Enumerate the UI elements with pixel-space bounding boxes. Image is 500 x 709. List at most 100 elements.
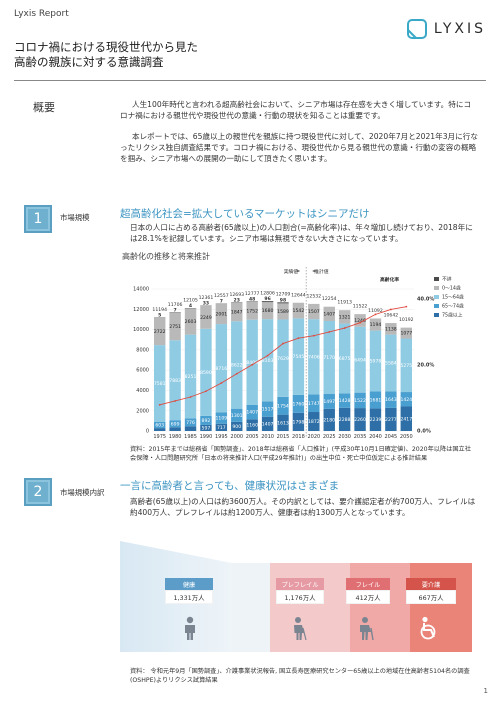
aging-rate-point	[220, 382, 223, 384]
x-tick-label: 2050	[400, 434, 413, 440]
bar-value-label: 1301	[231, 413, 243, 419]
section-2-source: 資料： 令和元年9月「国勢調査」、介護事業状況報告, 国立長寿医療研究センター6…	[130, 668, 470, 684]
tile-frail-value: 412万人	[346, 590, 390, 604]
bar-total-label: 11092	[368, 308, 383, 314]
bar-segment	[215, 412, 228, 424]
bar-segment	[385, 407, 397, 431]
bar-total-label: 11706	[168, 302, 183, 308]
tile-care: 要介護 667万人	[406, 578, 456, 604]
summary-label: 概要	[33, 101, 55, 114]
bar-value-label: 7883	[169, 378, 181, 384]
legend-label: 15〜64歳	[442, 294, 464, 301]
bar-segment	[246, 301, 258, 320]
y-tick-label: 12000	[133, 307, 149, 313]
x-tick-label: 1990	[200, 434, 213, 440]
bar-value-label: 1246	[354, 318, 366, 324]
tile-prefrail-head: プレフレイル	[276, 578, 324, 590]
bar-segment	[338, 407, 351, 431]
bar-total-label: 11522	[353, 304, 368, 310]
summary-paragraph-1: 人生100年時代と言われる超高齢社会において、シニア市場は存在感を大きく増してい…	[120, 100, 472, 120]
population-chart: 高齢化の推移と将来推計 0 2000 4000 6000 8000 10000 12000 14…	[122, 247, 472, 443]
bar-value-label: 23	[234, 297, 240, 303]
aging-rate-point	[235, 372, 238, 375]
x-tick-label: 1975	[153, 434, 166, 440]
bar-total-label: 11194	[152, 307, 167, 313]
section-2-number: 2	[24, 478, 52, 506]
logo: LYXIS	[406, 18, 486, 40]
bar-value-label: 96	[264, 296, 270, 302]
actual-label: 実績値	[284, 268, 299, 275]
aging-rate-point	[282, 342, 284, 345]
bar-value-label: 2239	[370, 417, 382, 423]
bar-segment	[354, 392, 366, 409]
bar-segment	[277, 396, 289, 415]
bar-segment	[354, 408, 366, 431]
bar-value-label: 8251	[185, 374, 197, 380]
bar-segment	[246, 419, 258, 431]
legend-label: 75歳以上	[442, 312, 463, 319]
bar-value-label: 6494	[354, 357, 366, 363]
bar-segment	[385, 334, 397, 392]
lyxis-logo-icon	[406, 18, 428, 40]
bar-segment	[369, 330, 382, 392]
brand-name: Lyxis Report	[14, 9, 69, 19]
bar-segment	[169, 420, 181, 428]
bar-value-label: 7581	[154, 381, 166, 387]
bar-value-label: 1760	[293, 401, 305, 407]
bar-value-label: 2751	[169, 324, 181, 330]
bar-value-label: 1681	[370, 397, 382, 403]
bar-value-label: 2249	[200, 315, 212, 321]
bar-value-label: 98	[280, 297, 286, 303]
bar-value-label: 1517	[262, 407, 274, 413]
section-1-source: 資料：2015年までは総務省「国勢調査」、2018年は総務省「人口推計」(平成3…	[130, 446, 471, 462]
bar-value-label: 8590	[200, 370, 212, 376]
bar-value-label: 1798	[293, 419, 305, 425]
y-tick-label: 0	[146, 429, 149, 435]
bar-segment	[261, 416, 274, 431]
bar-value-label: 8716	[216, 366, 228, 372]
standing-person-icon	[185, 616, 195, 640]
x-tick-label: 2045	[385, 434, 398, 440]
bar-value-label: 7629	[277, 356, 289, 362]
tile-healthy-value: 1,331万人	[165, 590, 213, 604]
bar-segment	[184, 418, 197, 427]
tile-prefrail: プレフレイル 1,176万人	[276, 578, 324, 604]
bar-segment	[308, 319, 320, 395]
x-tick-label: 2020	[307, 434, 320, 440]
aging-rate-point	[266, 354, 269, 357]
bar-segment	[169, 340, 181, 421]
title-divider	[14, 80, 486, 81]
chart-title: 高齢化の推移と将来推計	[122, 251, 210, 261]
bar-value-label: 4	[189, 303, 192, 309]
bar-value-label: 7406	[308, 354, 320, 360]
bar-value-label: 717	[217, 425, 226, 431]
bar-value-label: 1407	[262, 421, 274, 427]
bar-value-label: 1321	[339, 314, 351, 320]
x-tick-label: 2010	[261, 434, 274, 440]
bar-value-label: 2260	[354, 417, 366, 423]
bar-value-label: 1194	[370, 322, 382, 328]
bar-value-label: 892	[202, 418, 211, 424]
bar-segment	[323, 306, 335, 321]
tile-prefrail-value: 1,176万人	[276, 590, 324, 604]
aging-rate-label: 高齢化率	[380, 276, 399, 283]
x-tick-label: 2035	[354, 434, 367, 440]
bar-segment	[200, 424, 212, 431]
bar-segment	[184, 334, 197, 419]
bar-value-label: 5978	[370, 359, 382, 365]
bar-value-label: 2001	[216, 312, 228, 318]
bar-value-label: 8409	[246, 360, 258, 366]
x-tick-label: 1980	[169, 434, 182, 440]
bar-total-label: 12254	[322, 296, 337, 302]
bar-value-label: 1754	[277, 403, 289, 409]
bar-value-label: 5584	[385, 361, 397, 367]
bar-segment	[246, 404, 258, 420]
y-tick-label: 14000	[133, 287, 149, 293]
bar-segment	[400, 406, 412, 431]
bar-segment	[215, 324, 228, 413]
bar-segment	[400, 327, 412, 339]
bar-segment	[292, 318, 305, 395]
bar-value-label: 1428	[339, 398, 351, 404]
projected-label: 推計値	[314, 268, 329, 275]
aging-rate-point	[189, 396, 192, 398]
